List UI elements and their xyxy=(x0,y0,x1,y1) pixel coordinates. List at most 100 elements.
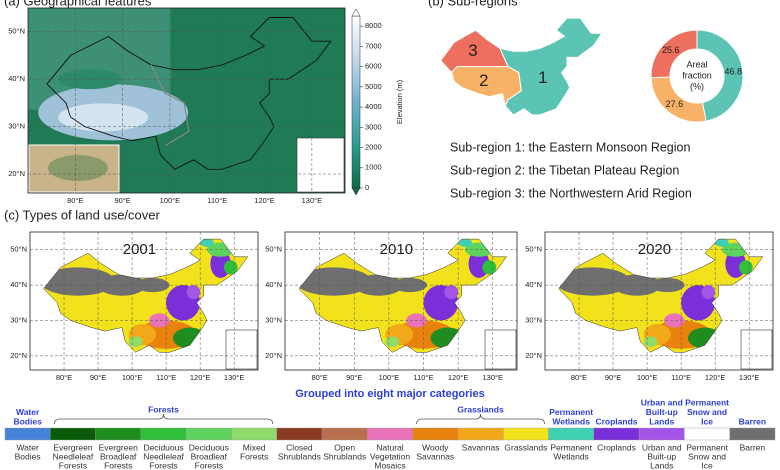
class-label: Mixed xyxy=(243,442,266,452)
class-label: Broadleaf xyxy=(100,451,137,461)
barren xyxy=(392,278,427,293)
subregion xyxy=(499,17,603,116)
subregion-description: Sub-region 2: the Tibetan Plateau Region xyxy=(450,163,679,177)
lon-label: 110°E xyxy=(156,373,176,382)
panel-b-title: (b) Sub-regions xyxy=(428,0,518,8)
class-label: Closed xyxy=(286,442,313,452)
lon-label: 110°E xyxy=(414,373,434,382)
class-label: Ice xyxy=(701,460,713,470)
inset-box xyxy=(296,137,345,193)
legend-swatch xyxy=(412,427,459,441)
wetland xyxy=(715,239,729,247)
donut-value: 25.6 xyxy=(662,45,680,55)
lon-label: 100°E xyxy=(379,373,400,382)
group-label: Snow and xyxy=(687,407,727,417)
donut-slice xyxy=(650,29,698,79)
lat-label: 50°N xyxy=(8,27,25,36)
class-label: Water xyxy=(16,442,39,452)
inset-box xyxy=(225,329,258,370)
class-label: Mosaics xyxy=(374,460,405,470)
inset-box xyxy=(484,329,517,370)
legend-swatch xyxy=(684,427,730,441)
legend-swatch xyxy=(276,427,323,441)
subregion-description: Sub-region 3: the Northwestern Arid Regi… xyxy=(450,186,692,200)
year-label: 2020 xyxy=(638,241,671,258)
colorbar-tick-label: 2000 xyxy=(365,143,382,152)
legend-swatch xyxy=(140,427,187,441)
forest xyxy=(128,336,143,348)
colorbar-tick-label: 0 xyxy=(365,183,369,192)
lon-label: 90°E xyxy=(346,373,362,382)
subregion-label: 3 xyxy=(468,41,477,60)
lat-label: 50°N xyxy=(525,245,542,254)
lat-label: 30°N xyxy=(265,315,282,324)
group-label: Grasslands xyxy=(457,404,504,414)
class-label: Natural xyxy=(376,442,404,452)
colorbar xyxy=(351,15,361,189)
class-label: Bodies xyxy=(15,451,41,461)
subregion-label: 1 xyxy=(538,68,547,87)
legend-swatch xyxy=(503,427,549,441)
class-label: Open xyxy=(334,442,355,452)
legend-swatch xyxy=(50,427,96,441)
inset-land xyxy=(48,155,108,181)
group-brace xyxy=(53,413,274,425)
lat-label: 20°N xyxy=(10,351,27,360)
class-label: Broadleaf xyxy=(191,451,228,461)
colorbar-tick-label: 8000 xyxy=(365,21,382,30)
urban xyxy=(701,285,716,300)
class-label: Deciduous xyxy=(143,442,183,452)
legend-swatch xyxy=(231,427,277,441)
lon-label: 110°E xyxy=(207,196,227,205)
barren xyxy=(43,267,116,296)
wetland xyxy=(200,239,214,247)
group-label: Ice xyxy=(701,416,713,426)
donut-slice xyxy=(696,29,744,122)
forest xyxy=(687,327,722,349)
lon-label: 80°E xyxy=(311,373,327,382)
subregion-description: Sub-region 1: the Eastern Monsoon Region xyxy=(450,140,690,154)
colorbar-tick-label: 7000 xyxy=(365,41,382,50)
class-label: Woody xyxy=(422,442,449,452)
land xyxy=(43,239,248,353)
legend-swatch xyxy=(367,427,413,441)
class-label: Needleleaf xyxy=(143,451,184,461)
class-label: Needleleaf xyxy=(53,451,94,461)
lon-label: 120°E xyxy=(190,373,211,382)
lat-label: 40°N xyxy=(265,280,282,289)
group-label: Urban and xyxy=(641,397,683,407)
year-label: 2010 xyxy=(380,241,413,258)
lat-label: 30°N xyxy=(10,315,27,324)
colorbar-label: Elevation (m) xyxy=(395,79,404,124)
mosaic xyxy=(149,313,170,328)
lon-label: 120°E xyxy=(448,373,469,382)
land xyxy=(558,239,763,353)
lon-label: 80°E xyxy=(56,373,72,382)
colorbar-tick-label: 6000 xyxy=(365,62,382,71)
barren xyxy=(298,267,372,296)
lon-label: 100°E xyxy=(637,373,658,382)
lon-label: 100°E xyxy=(122,373,143,382)
lon-label: 130°E xyxy=(302,196,323,205)
class-label: Permanent xyxy=(550,442,592,452)
class-label: Evergreen xyxy=(53,442,92,452)
lon-label: 120°E xyxy=(705,373,726,382)
panel-c-title: (c) Types of land use/cover xyxy=(4,207,161,222)
class-label: Urban and xyxy=(642,442,682,452)
lon-label: 120°E xyxy=(254,196,275,205)
forest xyxy=(643,336,658,348)
group-label: Lands xyxy=(649,416,674,426)
donut-value: 46.8 xyxy=(725,67,743,77)
donut-center-label: (%) xyxy=(690,81,704,91)
map-frame xyxy=(27,7,346,194)
barren xyxy=(558,267,631,296)
lon-label: 80°E xyxy=(67,196,83,205)
colorbar-tick-label: 1000 xyxy=(365,163,382,172)
class-label: Barren xyxy=(740,442,766,452)
lat-label: 20°N xyxy=(525,351,542,360)
class-label: Savannas xyxy=(462,442,500,452)
lon-label: 130°E xyxy=(739,373,760,382)
class-label: Grasslands xyxy=(504,442,547,452)
legend-swatch xyxy=(185,427,232,441)
